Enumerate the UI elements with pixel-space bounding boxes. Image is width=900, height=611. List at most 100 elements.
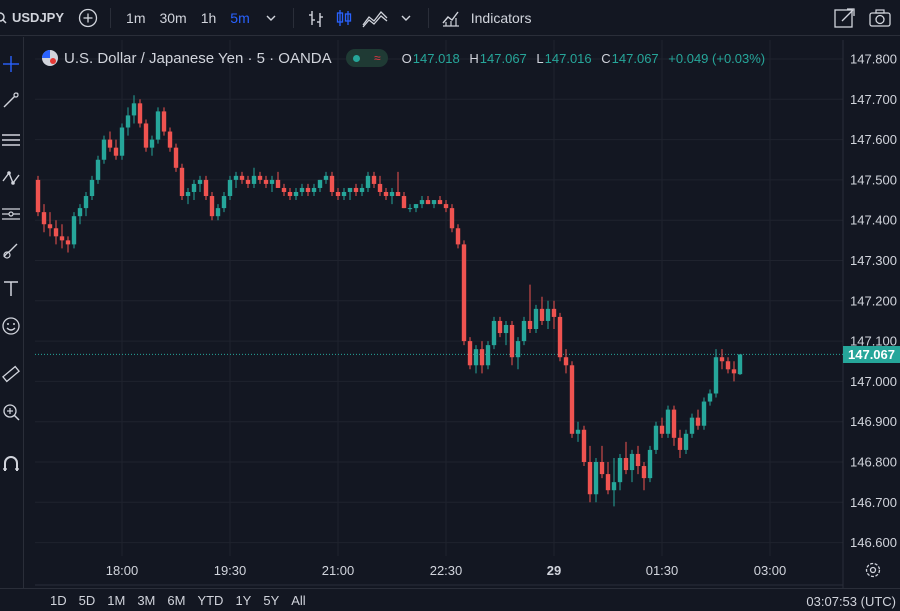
y-tick-label: 147.000 [850, 374, 897, 389]
candle-body [647, 449, 653, 479]
y-tick-label: 147.500 [850, 172, 897, 187]
candle-style-icon[interactable] [330, 0, 358, 36]
candle-body [395, 191, 401, 197]
top-toolbar: USDJPY 1m 30m 1h 5m Indicators [0, 0, 900, 36]
toolbar-divider [110, 7, 112, 28]
candle-body [341, 191, 347, 197]
range-5y[interactable]: 5Y [263, 592, 280, 608]
candle-body [455, 228, 461, 245]
range-1d[interactable]: 1D [50, 592, 67, 608]
fib-icon[interactable] [0, 201, 22, 227]
magnet-icon[interactable] [0, 451, 22, 477]
candle-body [191, 183, 197, 192]
candle-body [95, 159, 101, 180]
chevron-down-icon[interactable] [257, 0, 285, 36]
candle-body [173, 147, 179, 168]
candle-body [503, 324, 509, 334]
pattern-icon[interactable] [0, 165, 22, 191]
candle-body [113, 147, 119, 156]
trend-line-icon[interactable] [0, 87, 22, 113]
candle-body [683, 433, 689, 450]
candle-body [731, 369, 737, 374]
bar-style-icon[interactable] [302, 0, 330, 36]
candle-body [461, 244, 467, 342]
gear-icon[interactable] [864, 561, 882, 579]
candle-body [359, 187, 365, 192]
candle-body [443, 204, 449, 209]
candle-body [695, 417, 701, 426]
emoji-icon[interactable] [0, 313, 22, 339]
horizontal-lines-icon[interactable] [0, 127, 22, 153]
candle-body [623, 457, 629, 471]
market-status-badge[interactable]: ≈ [345, 49, 388, 67]
toolbar-divider [427, 7, 429, 28]
candle-body [77, 208, 83, 217]
candle-body [329, 175, 335, 192]
candle-body [677, 437, 683, 450]
bottom-toolbar: 1D 5D 1M 3M 6M YTD 1Y 5Y All 03:07:53 (U… [0, 588, 900, 611]
candle-body [83, 196, 89, 209]
interval-30m[interactable]: 30m [159, 9, 187, 26]
symbol-name[interactable]: USDJPY [12, 10, 65, 25]
candle-body [431, 200, 437, 205]
candle-body [269, 179, 275, 184]
range-1m[interactable]: 1M [107, 592, 126, 608]
candle-body [53, 228, 59, 237]
candle-body [605, 474, 611, 491]
candle-body [377, 183, 383, 192]
candle-body [539, 308, 545, 321]
candle-body [599, 462, 605, 475]
candle-body [425, 200, 431, 205]
candle-body [89, 179, 95, 197]
candle-body [155, 111, 161, 140]
ruler-icon[interactable] [0, 361, 22, 387]
range-all[interactable]: All [291, 592, 306, 608]
range-5d[interactable]: 5D [78, 592, 96, 608]
close-label: C [601, 50, 611, 66]
add-symbol-icon[interactable] [74, 0, 102, 36]
candle-body [449, 208, 455, 229]
candle-body [419, 200, 425, 205]
range-3m[interactable]: 3M [137, 592, 156, 608]
candle-body [65, 240, 71, 245]
chevron-down-icon[interactable] [392, 0, 420, 36]
y-tick-label: 146.600 [850, 535, 897, 550]
text-icon[interactable] [0, 275, 22, 301]
candle-body [473, 349, 479, 366]
brush-icon[interactable] [0, 237, 22, 263]
x-tick-label: 21:00 [322, 563, 355, 578]
camera-icon[interactable] [866, 0, 894, 36]
candle-body [653, 425, 659, 450]
candle-body [245, 179, 251, 184]
y-tick-label: 147.800 [850, 52, 897, 67]
fullscreen-icon[interactable] [830, 0, 858, 36]
symbol-search-icon[interactable] [0, 0, 8, 36]
indicators-icon[interactable] [437, 0, 465, 36]
wave-icon: ≈ [373, 51, 381, 65]
open-value: 147.018 [412, 50, 460, 66]
interval-1m[interactable]: 1m [126, 9, 146, 26]
candle-body [719, 357, 725, 362]
candle-body [737, 354, 743, 375]
x-tick-label: 22:30 [430, 563, 463, 578]
range-1y[interactable]: 1Y [235, 592, 252, 608]
y-tick-label: 147.300 [850, 253, 897, 268]
candle-body [197, 179, 203, 184]
instrument-title[interactable]: U.S. Dollar / Japanese Yen · 5 · OANDA [64, 49, 332, 67]
candle-body [119, 127, 125, 156]
open-label: O [401, 50, 412, 66]
interval-1h[interactable]: 1h [200, 9, 217, 26]
zoom-icon[interactable] [0, 399, 22, 425]
range-ytd[interactable]: YTD [197, 592, 224, 608]
interval-5m[interactable]: 5m [230, 9, 250, 26]
indicators-button[interactable]: Indicators [470, 9, 532, 26]
utc-clock[interactable]: 03:07:53 (UTC) [806, 594, 896, 609]
candle-body [179, 167, 185, 197]
candle-body [659, 425, 665, 434]
crosshair-icon[interactable] [0, 51, 22, 77]
area-style-icon[interactable] [358, 0, 392, 36]
candle-body [509, 324, 515, 358]
range-6m[interactable]: 6M [167, 592, 186, 608]
y-tick-label: 146.700 [850, 495, 897, 510]
